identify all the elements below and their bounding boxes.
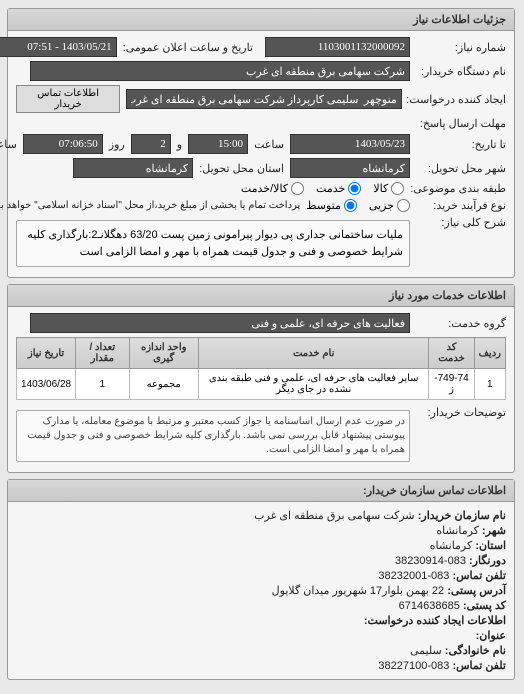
- general-desc-box: ملیات ساختمانی جداری پی دیوار پیرامونی ز…: [17, 220, 411, 267]
- purchase-radio-group: جزیی متوسط: [307, 199, 411, 212]
- cell-date: 1403/06/28: [18, 369, 77, 400]
- buyer-notes-box: در صورت عدم ارسال اساسنامه یا جواز کسب م…: [17, 410, 411, 462]
- radio-goods-service-input[interactable]: [292, 182, 305, 195]
- contact-header: اطلاعات تماس سازمان خریدار:: [9, 480, 515, 502]
- contact-fax-value: 083-38230914: [396, 555, 467, 567]
- and-label: و: [178, 138, 183, 151]
- general-desc-label: شرح کلی نیاز:: [417, 216, 507, 229]
- details-header: جزئیات اطلاعات نیاز: [9, 9, 515, 31]
- radio-small-input[interactable]: [398, 199, 411, 212]
- buyer-org-input[interactable]: [31, 61, 411, 81]
- remaining-label: ساعت باقی مانده: [0, 138, 18, 151]
- contact-fax-label: دورنگار:: [470, 555, 507, 567]
- details-body: شماره نیاز: تاریخ و ساعت اعلان عمومی: نا…: [9, 31, 515, 277]
- service-group-label: گروه خدمت:: [417, 317, 507, 330]
- until-date-label: تا تاریخ:: [417, 138, 507, 151]
- radio-service[interactable]: خدمت: [317, 182, 362, 195]
- contact-surname-label: نام خانوادگی:: [446, 645, 507, 657]
- services-panel: اطلاعات خدمات مورد نیاز گروه خدمت: ردیف …: [8, 284, 516, 473]
- contact-title-label: عنوان:: [477, 630, 507, 642]
- medium-note: پرداخت تمام یا بخشی از مبلغ خرید،از محل …: [0, 200, 301, 211]
- contact-province-label: استان:: [476, 540, 507, 552]
- col-unit: واحد اندازه گیری: [130, 338, 199, 369]
- contact-req-phone-value: 083-38227100: [379, 660, 450, 672]
- hour-label: ساعت: [255, 138, 285, 151]
- time-left-input[interactable]: [24, 134, 104, 154]
- cell-code: 749-74-ز: [430, 369, 475, 400]
- col-code: کد خدمت: [430, 338, 475, 369]
- contact-postal-code-label: کد پستی:: [464, 600, 507, 612]
- contact-buyer-button[interactable]: اطلاعات تماس خریدار: [17, 85, 121, 113]
- contact-org-value: شرکت سهامی برق منطقه ای غرب: [255, 510, 416, 522]
- category-radio-group: کالا خدمت کالا/خدمت: [242, 182, 405, 195]
- ann-date-input[interactable]: [0, 37, 118, 57]
- contact-province-value: کرمانشاه: [431, 540, 474, 552]
- contact-org-label: نام سازمان خریدار:: [419, 510, 507, 522]
- cell-row: 1: [475, 369, 506, 400]
- contact-phone-label: تلفن تماس:: [453, 570, 507, 582]
- until-date-input[interactable]: [291, 134, 411, 154]
- cell-qty: 1: [77, 369, 130, 400]
- col-date: تاریخ نیاز: [18, 338, 77, 369]
- contact-postal-code-value: 6714638685: [400, 600, 461, 612]
- radio-small[interactable]: جزیی: [370, 199, 411, 212]
- radio-goods[interactable]: کالا: [374, 182, 405, 195]
- services-header: اطلاعات خدمات مورد نیاز: [9, 285, 515, 307]
- services-body: گروه خدمت: ردیف کد خدمت نام خدمت واحد ان…: [9, 307, 515, 472]
- delivery-city-label: شهر محل تحویل:: [417, 162, 507, 175]
- contact-body: نام سازمان خریدار: شرکت سهامی برق منطقه …: [9, 502, 515, 679]
- buyer-notes-label: توضیحات خریدار:: [417, 406, 507, 419]
- table-header-row: ردیف کد خدمت نام خدمت واحد اندازه گیری ت…: [18, 338, 507, 369]
- contact-surname-value: سلیمی: [411, 645, 443, 657]
- col-qty: تعداد / مقدار: [77, 338, 130, 369]
- creator-input[interactable]: [127, 89, 403, 109]
- contact-postal-addr-label: آدرس پستی:: [448, 585, 507, 597]
- req-creator-label: اطلاعات ایجاد کننده درخواست:: [365, 615, 507, 627]
- contact-phone-value: 083-38232001: [379, 570, 450, 582]
- table-row[interactable]: 1 749-74-ز سایر فعالیت های حرفه ای، علمی…: [18, 369, 507, 400]
- delivery-prov-input[interactable]: [74, 158, 194, 178]
- details-panel: جزئیات اطلاعات نیاز شماره نیاز: تاریخ و …: [8, 8, 516, 278]
- deadline-label: مهلت ارسال پاسخ:: [417, 117, 507, 130]
- delivery-city-input[interactable]: [291, 158, 411, 178]
- radio-medium[interactable]: متوسط: [307, 199, 358, 212]
- contact-req-phone-label: تلفن تماس:: [453, 660, 507, 672]
- day-label: روز: [110, 138, 126, 151]
- ann-date-label: تاریخ و ساعت اعلان عمومی:: [124, 41, 254, 54]
- radio-goods-service[interactable]: کالا/خدمت: [242, 182, 305, 195]
- delivery-prov-label: استان محل تحویل:: [200, 162, 285, 175]
- days-input[interactable]: [132, 134, 172, 154]
- radio-service-input[interactable]: [349, 182, 362, 195]
- col-row: ردیف: [475, 338, 506, 369]
- need-no-input[interactable]: [266, 37, 411, 57]
- contact-panel: اطلاعات تماس سازمان خریدار: نام سازمان خ…: [8, 479, 516, 680]
- contact-city-label: شهر:: [483, 525, 507, 537]
- need-no-label: شماره نیاز:: [417, 41, 507, 54]
- service-group-input[interactable]: [31, 313, 411, 333]
- purchase-type-label: نوع فرآیند خرید:: [417, 199, 507, 212]
- services-table: ردیف کد خدمت نام خدمت واحد اندازه گیری ت…: [17, 337, 507, 400]
- contact-postal-addr-value: 22 بهمن بلوار17 شهریور میدان گلایول: [273, 585, 445, 597]
- hour-input[interactable]: [189, 134, 249, 154]
- radio-medium-input[interactable]: [345, 199, 358, 212]
- contact-city-value: کرمانشاه: [437, 525, 480, 537]
- cell-unit: مجموعه: [130, 369, 199, 400]
- category-label: طبقه بندی موضوعی:: [411, 182, 507, 195]
- buyer-org-label: نام دستگاه خریدار:: [417, 65, 507, 78]
- radio-goods-input[interactable]: [392, 182, 405, 195]
- col-name: نام خدمت: [199, 338, 430, 369]
- cell-name: سایر فعالیت های حرفه ای، علمی و فنی طبقه…: [199, 369, 430, 400]
- creator-label: ایجاد کننده درخواست:: [409, 93, 507, 106]
